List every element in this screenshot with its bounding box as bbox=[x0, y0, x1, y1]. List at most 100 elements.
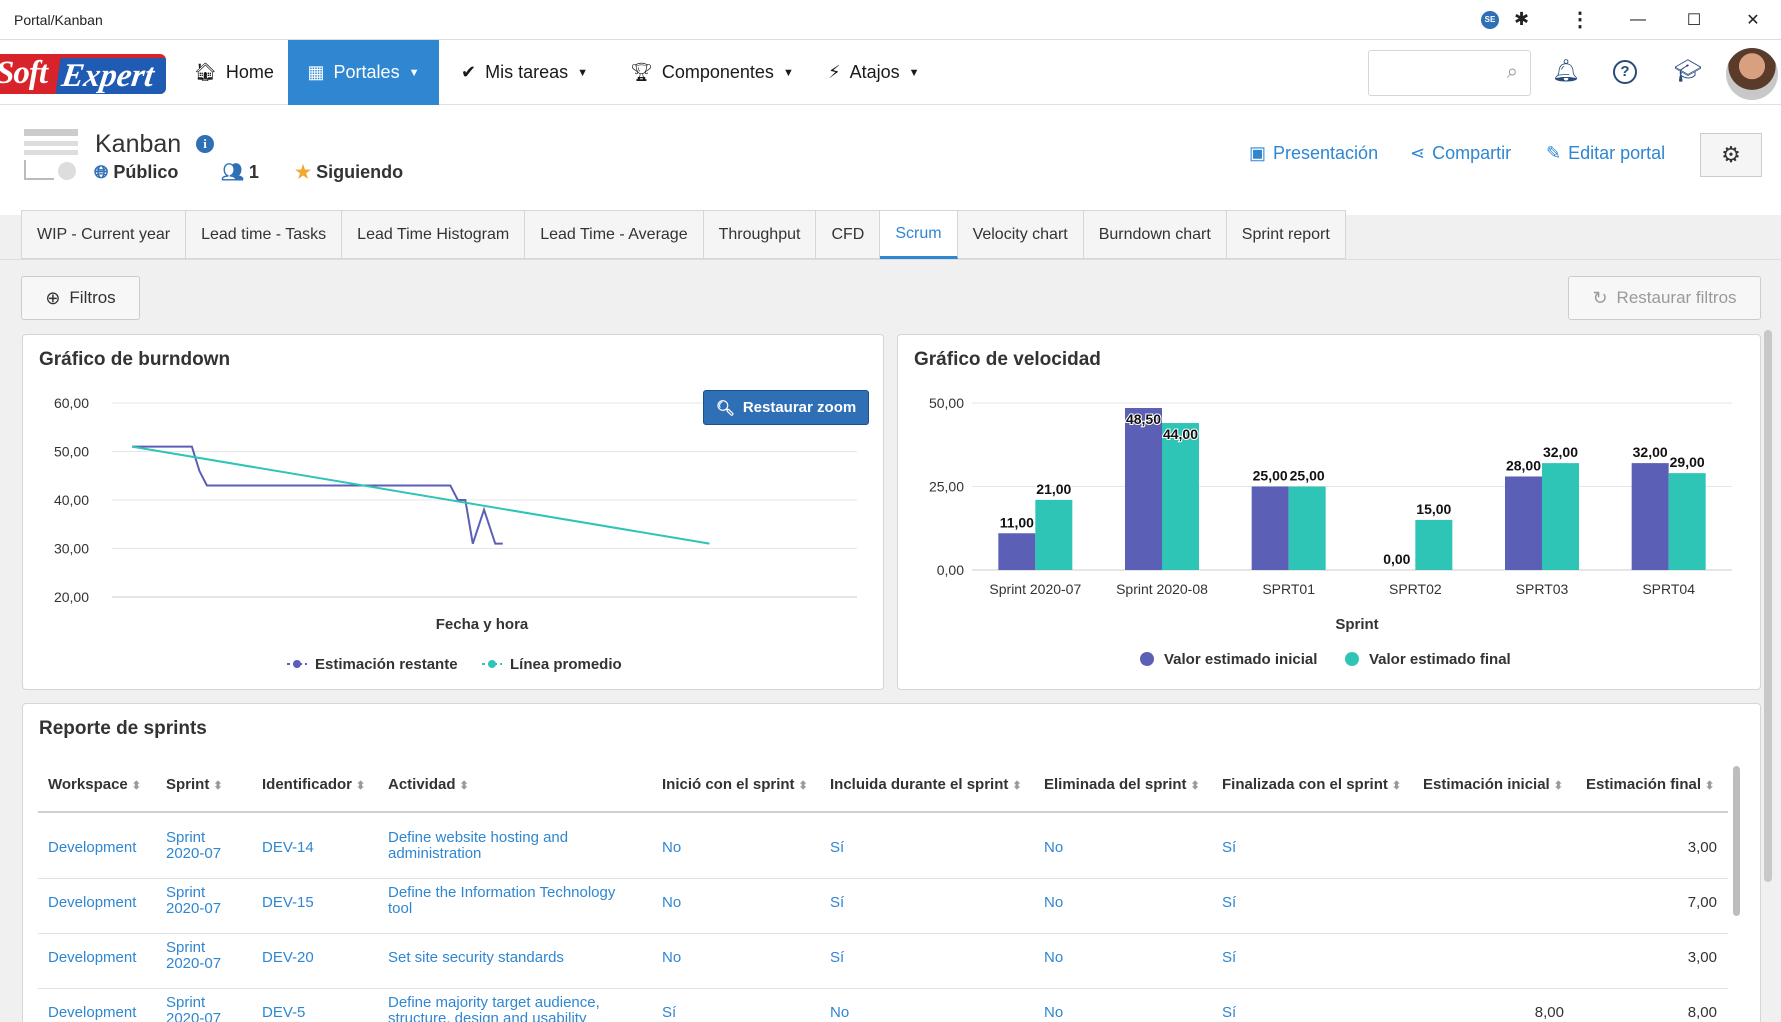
velocity-bar bbox=[1035, 499, 1073, 570]
refresh-icon: ↻ bbox=[1592, 287, 1608, 308]
user-avatar[interactable] bbox=[1726, 48, 1778, 100]
maximize-button[interactable]: ☐ bbox=[1686, 12, 1702, 29]
inicio-value: No bbox=[662, 949, 682, 966]
sprint-link[interactable]: Sprint 2020-07 bbox=[166, 939, 222, 972]
nav-portales[interactable]: ▦ Portales ▼ bbox=[288, 40, 439, 105]
estimacion-inicial-value: 8,00 bbox=[1534, 1004, 1564, 1021]
activity-link[interactable]: Define majority target audience, structu… bbox=[388, 994, 600, 1022]
finalizada-value: Sí bbox=[1222, 1004, 1237, 1021]
softexpert-logo[interactable]: Soft Expert bbox=[0, 54, 166, 94]
y-tick-label: 50,00 bbox=[54, 444, 89, 460]
activity-link[interactable]: Define the Information Technology tool bbox=[388, 884, 616, 917]
portal-tabs: WIP - Current year Lead time - Tasks Lea… bbox=[21, 210, 1346, 259]
members-count[interactable]: 👥︎ 1 bbox=[221, 162, 259, 182]
tab-velocity-chart[interactable]: Velocity chart bbox=[957, 210, 1084, 259]
col-eliminada[interactable]: Eliminada del sprint ⬍ bbox=[1044, 776, 1200, 793]
tab-scrum[interactable]: Scrum bbox=[880, 210, 958, 259]
activity-link[interactable]: Set site security standards bbox=[388, 949, 564, 966]
workspace-link[interactable]: Development bbox=[48, 894, 137, 911]
finalizada-value: Sí bbox=[1222, 839, 1237, 856]
tab-lead-time-tasks[interactable]: Lead time - Tasks bbox=[186, 210, 343, 259]
col-workspace[interactable]: Workspace ⬍ bbox=[48, 776, 141, 793]
legend-marker bbox=[488, 660, 496, 668]
identifier-link[interactable]: DEV-15 bbox=[262, 894, 314, 911]
close-window-button[interactable]: ✕ bbox=[1746, 12, 1760, 29]
graduation-cap-icon[interactable]: 🎓︎ bbox=[1674, 58, 1702, 83]
tab-lead-time-average[interactable]: Lead Time - Average bbox=[525, 210, 704, 259]
restore-filters-button[interactable]: ↻ Restaurar filtros bbox=[1568, 276, 1761, 320]
table-scrollbar[interactable] bbox=[1733, 766, 1740, 916]
identifier-link[interactable]: DEV-20 bbox=[262, 949, 314, 966]
col-sprint[interactable]: Sprint ⬍ bbox=[166, 776, 223, 793]
window-title: Portal/Kanban bbox=[14, 12, 103, 28]
incluida-value: No bbox=[830, 1004, 850, 1021]
caret-down-icon: ▼ bbox=[577, 66, 589, 79]
eliminada-value: No bbox=[1044, 894, 1064, 911]
search-icon[interactable]: ⌕ bbox=[1506, 61, 1518, 83]
legend-label: Estimación restante bbox=[315, 656, 458, 673]
tab-throughput[interactable]: Throughput bbox=[703, 210, 817, 259]
x-tick-label: SPRT04 bbox=[1642, 581, 1695, 597]
data-label: 25,00 bbox=[1290, 468, 1325, 484]
workspace-link[interactable]: Development bbox=[48, 1004, 137, 1021]
tab-burndown-chart[interactable]: Burndown chart bbox=[1083, 210, 1227, 259]
activity-link[interactable]: Define website hosting and administratio… bbox=[388, 829, 569, 862]
nav-home[interactable]: 🏠︎ Home bbox=[194, 62, 274, 82]
tab-wip-current-year[interactable]: WIP - Current year bbox=[21, 210, 187, 259]
tab-sprint-report[interactable]: Sprint report bbox=[1226, 210, 1346, 259]
workspace-link[interactable]: Development bbox=[48, 949, 137, 966]
puzzle-extensions-icon[interactable]: ✱ bbox=[1514, 9, 1530, 29]
col-estimacion-final[interactable]: Estimación final ⬍ bbox=[1586, 776, 1715, 793]
info-icon[interactable]: i bbox=[196, 135, 214, 153]
edit-portal-link[interactable]: ✎ Editar portal bbox=[1546, 143, 1666, 163]
settings-gear-button[interactable]: ⚙ bbox=[1700, 133, 1762, 177]
identifier-link[interactable]: DEV-14 bbox=[262, 839, 314, 856]
col-estimacion-inicial[interactable]: Estimación inicial ⬍ bbox=[1423, 776, 1563, 793]
y-tick-label: 20,00 bbox=[54, 589, 89, 605]
y-tick-label: 60,00 bbox=[54, 395, 89, 411]
burndown-chart[interactable]: 60,00 50,00 40,00 30,00 20,00 Fecha y hora Est… bbox=[22, 334, 884, 690]
identifier-link[interactable]: DEV-5 bbox=[262, 1004, 306, 1021]
col-identificador[interactable]: Identificador ⬍ bbox=[262, 776, 366, 793]
sprint-link[interactable]: Sprint 2020-07 bbox=[166, 994, 222, 1022]
tab-lead-time-histogram[interactable]: Lead Time Histogram bbox=[342, 210, 526, 259]
col-actividad[interactable]: Actividad ⬍ bbox=[388, 776, 469, 793]
velocity-chart[interactable]: 50,00 25,00 0,00 11,00 21,00 Sprint 2020-07 48… bbox=[897, 334, 1761, 690]
pencil-icon: ✎ bbox=[1546, 143, 1562, 163]
col-incluida[interactable]: Incluida durante el sprint ⬍ bbox=[830, 776, 1022, 793]
nav-atajos[interactable]: ⚡︎ Atajos ▼ bbox=[828, 62, 920, 82]
legend-label: Valor estimado final bbox=[1369, 651, 1511, 668]
star-icon: ★ bbox=[295, 162, 312, 182]
col-finalizada[interactable]: Finalizada con el sprint ⬍ bbox=[1222, 776, 1402, 793]
workspace-link[interactable]: Development bbox=[48, 839, 137, 856]
sprint-report-panel: Reporte de sprints bbox=[22, 703, 1761, 1022]
data-label: 15,00 bbox=[1416, 501, 1451, 517]
col-inicio[interactable]: Inició con el sprint ⬍ bbox=[662, 776, 808, 793]
sprint-link[interactable]: Sprint 2020-07 bbox=[166, 884, 222, 917]
more-options-icon[interactable]: ⋮ bbox=[1570, 9, 1590, 31]
presentation-link[interactable]: ▣ Presentación bbox=[1249, 143, 1379, 163]
sprint-link[interactable]: Sprint 2020-07 bbox=[166, 829, 222, 862]
reset-zoom-button[interactable]: 🔍︎ Restaurar zoom bbox=[703, 390, 869, 425]
filters-button[interactable]: ⊕ Filtros bbox=[21, 276, 140, 320]
following-toggle[interactable]: ★ Siguiendo bbox=[295, 162, 404, 182]
inicio-value: Sí bbox=[662, 1004, 677, 1021]
nav-componentes[interactable]: 🏆︎ Componentes ▼ bbox=[630, 62, 794, 82]
notifications-bell-icon[interactable]: 🔔︎ bbox=[1552, 58, 1580, 83]
report-title: Reporte de sprints bbox=[39, 718, 207, 739]
softexpert-extension-icon[interactable]: SE bbox=[1481, 11, 1499, 29]
velocity-bar bbox=[1162, 423, 1199, 570]
data-label: 25,00 bbox=[1253, 468, 1288, 484]
legend-marker bbox=[1345, 652, 1359, 666]
minimize-button[interactable]: — bbox=[1630, 11, 1646, 28]
caret-down-icon: ▼ bbox=[908, 66, 920, 79]
velocity-bar bbox=[1125, 408, 1162, 570]
page-scrollbar[interactable] bbox=[1764, 330, 1772, 882]
tab-cfd[interactable]: CFD bbox=[816, 210, 881, 259]
help-icon[interactable]: ? bbox=[1613, 60, 1637, 84]
estimacion-final-value: 7,00 bbox=[1687, 894, 1717, 911]
search-input[interactable]: ⌕ bbox=[1368, 50, 1531, 96]
nav-mis-tareas[interactable]: ✔ Mis tareas ▼ bbox=[461, 62, 589, 82]
share-link[interactable]: ⋖ Compartir bbox=[1410, 143, 1512, 163]
estimacion-final-value: 3,00 bbox=[1687, 839, 1717, 856]
